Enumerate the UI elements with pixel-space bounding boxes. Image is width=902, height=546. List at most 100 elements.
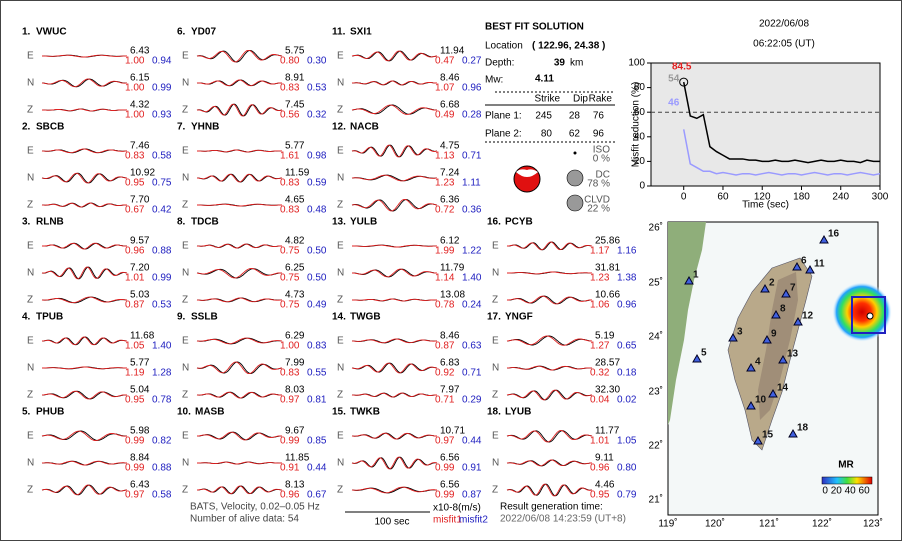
ratio: 1.99 <box>435 246 455 257</box>
amplitude: 6.83 <box>440 358 460 369</box>
component: N <box>27 363 34 374</box>
component: E <box>182 431 189 442</box>
component: E <box>182 146 189 157</box>
waveform <box>506 295 592 305</box>
component-value: 78 % <box>587 179 610 190</box>
series-line <box>682 129 881 176</box>
component: Z <box>492 485 498 496</box>
amplitude: 7.99 <box>285 358 305 369</box>
depth: 39 <box>554 58 566 69</box>
mw: 4.11 <box>535 74 554 85</box>
component: N <box>337 458 344 469</box>
ratio: 0.83 <box>125 151 145 162</box>
variance-reduction: 0.36 <box>462 205 482 216</box>
station-index: 6. <box>177 27 186 38</box>
amplitude: 4.32 <box>130 100 150 111</box>
component: E <box>27 51 34 62</box>
variance-reduction: 0.42 <box>152 205 172 216</box>
waveform <box>351 144 438 158</box>
ratio: 0.83 <box>280 368 300 379</box>
amplitude: 6.25 <box>285 263 305 274</box>
amplitude: 6.36 <box>440 195 460 206</box>
component: Z <box>492 390 498 401</box>
variance-reduction: 0.99 <box>152 273 172 284</box>
amplitude: 5.19 <box>595 331 615 342</box>
component-name: ISO <box>593 145 610 156</box>
component: Z <box>337 485 343 496</box>
component: Z <box>27 105 33 116</box>
component: Z <box>27 485 33 496</box>
component: E <box>337 336 344 347</box>
ratio: 0.97 <box>435 436 455 447</box>
ratio: 0.87 <box>435 341 455 352</box>
station-index: 7. <box>177 122 186 133</box>
waveform <box>196 50 283 63</box>
lat-tick-label: 23˚ <box>649 386 663 398</box>
waveform <box>41 296 128 304</box>
waveform <box>41 202 128 208</box>
variance-reduction: 0.93 <box>152 110 172 121</box>
amplitude: 7.20 <box>130 263 150 274</box>
station-marker <box>753 435 763 445</box>
station-name: YHNB <box>191 122 219 133</box>
ratio: 0.67 <box>125 205 145 216</box>
station-index: 1. <box>22 27 31 38</box>
ratio: 0.99 <box>280 436 300 447</box>
ratio: 1.17 <box>590 246 610 257</box>
ratio: 0.91 <box>280 463 300 474</box>
station-label: 1 <box>693 270 699 281</box>
lat-tick-label: 21˚ <box>649 494 663 506</box>
ratio: 0.96 <box>125 246 145 257</box>
waveform <box>197 461 282 465</box>
component: E <box>337 241 344 252</box>
amplitude: 11.79 <box>440 263 465 274</box>
variance-reduction: 0.50 <box>307 246 327 257</box>
waveform <box>41 172 127 184</box>
station-index: 13. <box>332 217 346 228</box>
amplitude: 5.77 <box>285 141 305 152</box>
variance-reduction: 0.65 <box>617 341 637 352</box>
station-index: 14. <box>332 312 346 323</box>
amplitude: 25.86 <box>595 236 620 247</box>
component-value: 0 % <box>593 154 610 165</box>
ratio: 1.07 <box>435 83 455 94</box>
waveform <box>196 361 283 374</box>
lon-tick-label: 122˚ <box>812 518 832 530</box>
filter: BATS, Velocity, 0.02–0.05 Hz <box>190 502 320 513</box>
variance-reduction: 0.59 <box>307 178 327 189</box>
iso-icon <box>573 151 577 155</box>
y-tick-label: 40 <box>634 131 646 142</box>
waveform <box>506 430 593 443</box>
plot-area <box>650 62 881 187</box>
lon-tick-label: 120˚ <box>705 518 725 530</box>
component: E <box>492 241 499 252</box>
ratio: 0.97 <box>125 490 145 501</box>
colorbar-title: MR <box>838 460 854 471</box>
variance-reduction: 0.63 <box>462 341 482 352</box>
variance-reduction: 0.18 <box>617 368 637 379</box>
ratio: 0.96 <box>590 463 610 474</box>
ratio: 0.99 <box>125 436 145 447</box>
colorbar <box>821 476 873 485</box>
waveform <box>506 483 593 497</box>
time: 06:22:05 (UT) <box>753 39 815 50</box>
ratio: 1.19 <box>125 368 145 379</box>
amplitude: 6.68 <box>440 100 460 111</box>
component: N <box>182 458 189 469</box>
component: Z <box>27 390 33 401</box>
station-marker <box>792 261 802 271</box>
station-marker <box>768 388 778 398</box>
station-name: TWGB <box>350 312 381 323</box>
amplitude: 6.29 <box>285 331 305 342</box>
component: N <box>337 173 344 184</box>
amplitude: 6.15 <box>130 73 150 84</box>
waveform <box>196 337 283 345</box>
ratio: 0.72 <box>435 205 455 216</box>
component: E <box>27 431 34 442</box>
station-name: TPUB <box>36 312 63 323</box>
amplitude: 9.11 <box>595 453 614 464</box>
waveform <box>196 103 283 117</box>
variance-reduction: 1.11 <box>462 178 481 189</box>
station-name: NACB <box>350 122 379 133</box>
station-label: 3 <box>737 327 743 338</box>
